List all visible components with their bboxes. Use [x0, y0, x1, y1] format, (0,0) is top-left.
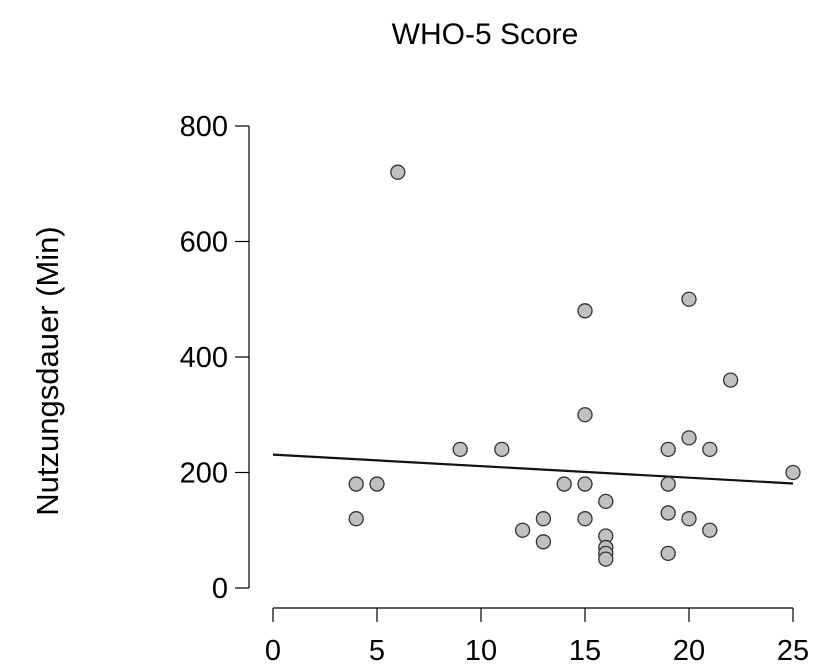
x-tick-label: 5	[369, 635, 385, 667]
x-tick-label: 0	[265, 635, 281, 667]
data-point	[452, 441, 468, 458]
data-point	[681, 430, 697, 446]
x-tick-label: 20	[673, 635, 705, 667]
data-point	[660, 505, 676, 521]
data-point	[390, 164, 406, 180]
data-point	[722, 372, 739, 388]
trend-layer	[272, 453, 794, 485]
y-tick-label: 200	[180, 458, 228, 490]
x-tick-label: 10	[465, 635, 497, 667]
x-axis: 0 5 10 15 20 25	[265, 607, 809, 667]
data-point	[702, 522, 718, 538]
data-point	[577, 303, 593, 319]
data-point	[598, 551, 614, 567]
data-point	[681, 291, 697, 307]
data-point	[348, 511, 364, 527]
data-point	[535, 534, 552, 550]
data-point	[785, 464, 801, 481]
data-point	[535, 511, 552, 527]
data-point	[577, 407, 593, 423]
x-tick-label: 25	[777, 635, 809, 667]
trend-line	[272, 453, 794, 485]
y-tick-label: 800	[180, 111, 228, 143]
y-axis-label: Nutzungsdauer (Min)	[30, 226, 65, 515]
data-point	[494, 441, 510, 458]
y-tick-label: 600	[180, 227, 228, 259]
data-point	[556, 476, 572, 492]
data-point	[702, 441, 718, 458]
data-point	[514, 522, 531, 538]
data-point	[660, 441, 676, 458]
data-point	[348, 476, 364, 492]
data-point	[660, 476, 676, 492]
data-point	[369, 476, 385, 492]
data-point	[598, 493, 614, 510]
points-layer	[348, 164, 801, 567]
data-point	[660, 545, 676, 561]
y-tick-label: 400	[180, 342, 228, 374]
y-axis: 0 200 400 600 800	[180, 111, 250, 605]
data-point	[577, 511, 593, 527]
y-tick-label: 0	[212, 573, 228, 605]
x-tick-label: 15	[569, 635, 601, 667]
chart-title: WHO-5 Score	[392, 18, 579, 51]
data-point	[577, 476, 593, 492]
data-point	[681, 511, 697, 527]
